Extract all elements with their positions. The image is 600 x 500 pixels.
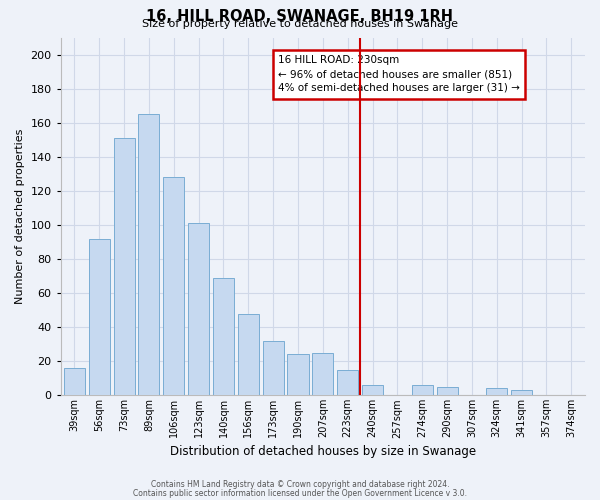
X-axis label: Distribution of detached houses by size in Swanage: Distribution of detached houses by size … — [170, 444, 476, 458]
Bar — [486, 388, 508, 396]
Text: 16 HILL ROAD: 230sqm
← 96% of detached houses are smaller (851)
4% of semi-detac: 16 HILL ROAD: 230sqm ← 96% of detached h… — [278, 56, 520, 94]
Bar — [64, 368, 85, 396]
Bar — [263, 341, 284, 396]
Bar — [362, 385, 383, 396]
Bar — [188, 223, 209, 396]
Bar — [337, 370, 358, 396]
Bar — [287, 354, 308, 396]
Bar — [163, 177, 184, 396]
Bar — [113, 138, 134, 396]
Bar — [89, 238, 110, 396]
Bar — [511, 390, 532, 396]
Y-axis label: Number of detached properties: Number of detached properties — [15, 128, 25, 304]
Bar — [312, 352, 334, 396]
Bar — [412, 385, 433, 396]
Bar — [238, 314, 259, 396]
Text: Contains HM Land Registry data © Crown copyright and database right 2024.: Contains HM Land Registry data © Crown c… — [151, 480, 449, 489]
Bar — [437, 387, 458, 396]
Bar — [213, 278, 234, 396]
Text: 16, HILL ROAD, SWANAGE, BH19 1RH: 16, HILL ROAD, SWANAGE, BH19 1RH — [146, 9, 454, 24]
Bar — [139, 114, 160, 396]
Text: Contains public sector information licensed under the Open Government Licence v : Contains public sector information licen… — [133, 488, 467, 498]
Text: Size of property relative to detached houses in Swanage: Size of property relative to detached ho… — [142, 19, 458, 29]
